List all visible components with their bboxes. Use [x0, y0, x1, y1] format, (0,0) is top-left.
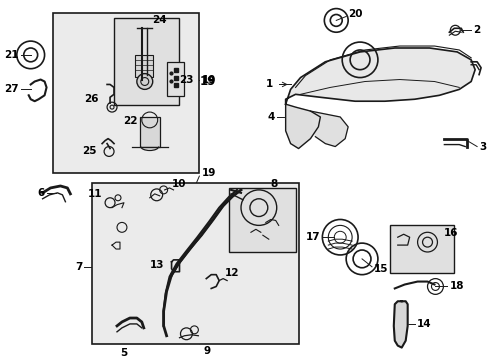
Text: 20: 20 — [347, 9, 362, 19]
Polygon shape — [285, 104, 320, 149]
Text: 6: 6 — [37, 188, 44, 198]
Bar — [92, 183, 298, 344]
Text: 26: 26 — [83, 94, 98, 104]
Text: 2: 2 — [472, 25, 479, 35]
Text: 21: 21 — [4, 50, 19, 60]
Text: 5: 5 — [120, 348, 127, 357]
Bar — [114, 18, 178, 105]
Text: 1: 1 — [265, 80, 272, 89]
Text: 23: 23 — [179, 75, 194, 85]
Bar — [140, 117, 160, 147]
Text: 19: 19 — [201, 75, 215, 85]
Text: 25: 25 — [81, 147, 96, 157]
Text: 15: 15 — [373, 264, 387, 274]
Circle shape — [137, 73, 152, 89]
Text: 17: 17 — [305, 232, 320, 242]
Text: 19: 19 — [201, 168, 215, 178]
Polygon shape — [285, 48, 474, 104]
Bar — [229, 188, 295, 252]
Text: 9: 9 — [203, 346, 210, 356]
Text: 18: 18 — [448, 282, 463, 292]
Polygon shape — [310, 111, 347, 147]
Text: 19: 19 — [199, 75, 215, 88]
Text: 16: 16 — [443, 228, 457, 238]
Bar — [52, 13, 199, 173]
Text: 22: 22 — [123, 116, 138, 126]
Text: 8: 8 — [270, 179, 278, 189]
Bar — [135, 55, 152, 77]
Text: 12: 12 — [224, 268, 239, 278]
Text: 10: 10 — [171, 179, 186, 189]
Bar — [389, 225, 453, 273]
Text: 14: 14 — [416, 319, 430, 329]
Text: 24: 24 — [151, 15, 166, 26]
Text: 3: 3 — [478, 141, 486, 152]
Polygon shape — [393, 301, 407, 348]
Text: 7: 7 — [75, 262, 82, 272]
Text: 13: 13 — [150, 260, 164, 270]
Text: 11: 11 — [87, 189, 102, 199]
Bar — [166, 62, 184, 96]
Text: 4: 4 — [267, 112, 274, 122]
Text: 27: 27 — [4, 84, 19, 94]
